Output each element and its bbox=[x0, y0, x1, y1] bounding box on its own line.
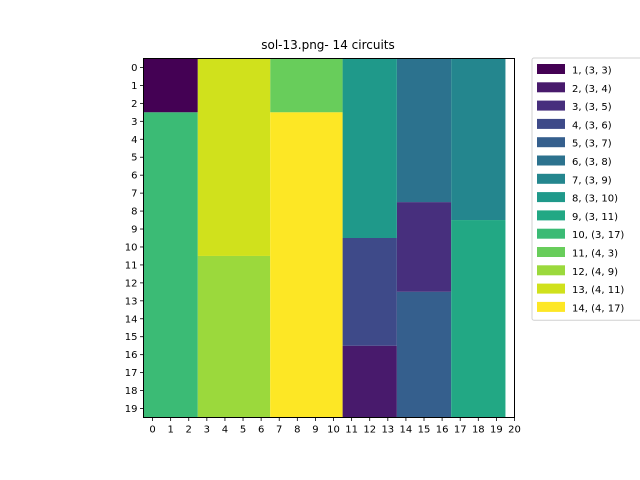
x-tick-label: 1 bbox=[167, 425, 173, 436]
circuit-rect-10 bbox=[143, 112, 198, 418]
x-tick-label: 11 bbox=[345, 425, 358, 436]
plot-frame bbox=[143, 58, 515, 418]
legend-label: 1, (3, 3) bbox=[572, 66, 612, 77]
circuit-rect-12 bbox=[197, 255, 271, 418]
chart-title: sol-13.png- 14 circuits bbox=[261, 38, 395, 52]
legend-label: 7, (3, 9) bbox=[572, 175, 612, 186]
circuit-rect-6 bbox=[396, 58, 452, 203]
y-tick-label: 19 bbox=[125, 404, 138, 415]
x-tick-label: 15 bbox=[418, 425, 431, 436]
legend-label: 4, (3, 6) bbox=[572, 120, 612, 131]
y-tick-label: 0 bbox=[131, 63, 137, 74]
circuit-rect-8 bbox=[342, 58, 397, 238]
circuit-rect-7 bbox=[451, 58, 506, 221]
legend-label: 5, (3, 7) bbox=[572, 139, 612, 150]
circuit-rect-4 bbox=[342, 238, 397, 346]
legend-label: 10, (3, 17) bbox=[572, 230, 624, 241]
y-tick-label: 6 bbox=[131, 171, 137, 182]
legend-swatch bbox=[537, 192, 565, 203]
legend-swatch bbox=[537, 155, 565, 166]
x-tick-label: 16 bbox=[436, 425, 449, 436]
y-tick-label: 18 bbox=[125, 386, 138, 397]
x-axis: 0 1 2 3 4 5 6 7 8 9 10 11 12 13 14 15 16 17 18 19 20 bbox=[149, 417, 521, 436]
circuit-rect-14 bbox=[270, 112, 343, 418]
legend-label: 12, (4, 9) bbox=[572, 267, 618, 278]
legend-swatch bbox=[537, 247, 565, 257]
legend-swatch bbox=[537, 283, 565, 294]
legend-swatch bbox=[537, 173, 565, 184]
circuit-rect-9 bbox=[451, 220, 506, 418]
legend-swatch bbox=[537, 228, 565, 239]
legend-label: 3, (3, 5) bbox=[572, 102, 612, 113]
x-tick-label: 12 bbox=[363, 425, 376, 436]
y-tick-label: 1 bbox=[131, 81, 137, 92]
y-tick-label: 11 bbox=[125, 260, 138, 271]
x-tick-label: 14 bbox=[400, 425, 413, 436]
y-tick-label: 4 bbox=[131, 135, 137, 146]
legend-swatch bbox=[537, 100, 565, 111]
circuit-rect-2 bbox=[342, 345, 397, 418]
y-tick-label: 3 bbox=[131, 117, 137, 128]
legend-label: 14, (4, 17) bbox=[572, 303, 624, 314]
y-tick-label: 2 bbox=[131, 99, 137, 110]
y-tick-label: 10 bbox=[125, 242, 138, 253]
legend-swatch bbox=[537, 301, 565, 312]
x-tick-label: 3 bbox=[204, 425, 210, 436]
circuit-rect-5 bbox=[396, 291, 452, 418]
legend-label: 6, (3, 8) bbox=[572, 157, 612, 168]
circuit-rect-11 bbox=[270, 58, 343, 113]
y-tick-label: 9 bbox=[131, 225, 137, 236]
x-tick-label: 20 bbox=[508, 425, 521, 436]
legend: 1, (3, 3) 2, (3, 4) 3, (3, 5) 4, (3, 6) 5, (… bbox=[531, 57, 640, 321]
x-tick-label: 8 bbox=[294, 425, 300, 436]
x-tick-label: 5 bbox=[240, 425, 246, 436]
legend-swatch bbox=[537, 137, 565, 148]
y-tick-label: 17 bbox=[125, 368, 138, 379]
legend-label: 2, (3, 4) bbox=[572, 84, 612, 95]
legend-label: 9, (3, 11) bbox=[572, 212, 618, 223]
y-tick-label: 7 bbox=[131, 189, 137, 200]
y-tick-label: 14 bbox=[125, 314, 138, 325]
y-tick-label: 15 bbox=[125, 332, 138, 343]
x-tick-label: 19 bbox=[490, 425, 503, 436]
legend-frame bbox=[531, 57, 640, 321]
x-tick-label: 0 bbox=[149, 425, 155, 436]
x-tick-label: 17 bbox=[454, 425, 467, 436]
legend-swatch bbox=[537, 82, 565, 93]
legend-swatch bbox=[537, 265, 565, 276]
legend-label: 13, (4, 11) bbox=[572, 285, 624, 296]
legend-swatch bbox=[537, 210, 565, 221]
legend-label: 8, (3, 10) bbox=[572, 194, 618, 205]
x-tick-label: 9 bbox=[312, 425, 318, 436]
circuit-cells bbox=[143, 58, 506, 418]
x-tick-label: 7 bbox=[276, 425, 282, 436]
y-tick-label: 13 bbox=[125, 296, 138, 307]
y-tick-label: 8 bbox=[131, 207, 137, 218]
x-tick-label: 4 bbox=[222, 425, 228, 436]
x-tick-label: 10 bbox=[327, 425, 340, 436]
circuit-rect-3 bbox=[396, 202, 452, 292]
circuit-rect-1 bbox=[143, 58, 198, 113]
x-tick-label: 13 bbox=[381, 425, 394, 436]
x-tick-label: 2 bbox=[186, 425, 192, 436]
legend-swatch bbox=[537, 64, 565, 74]
y-tick-label: 5 bbox=[131, 153, 137, 164]
legend-label: 11, (4, 3) bbox=[572, 249, 618, 260]
y-tick-label: 16 bbox=[125, 350, 138, 361]
x-tick-label: 6 bbox=[258, 425, 264, 436]
x-tick-label: 18 bbox=[472, 425, 485, 436]
circuit-rect-13 bbox=[197, 58, 271, 256]
legend-swatch bbox=[537, 118, 565, 129]
y-tick-label: 12 bbox=[125, 278, 138, 289]
